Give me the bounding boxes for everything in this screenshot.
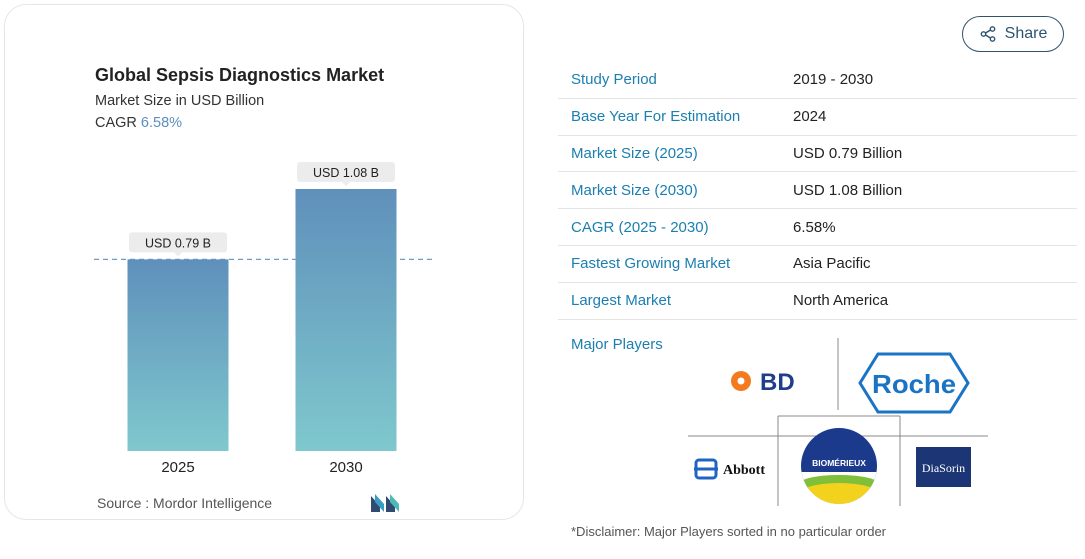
major-players-label: Major Players — [571, 336, 663, 353]
diasorin-logo: DiaSorin — [916, 447, 971, 487]
source-line: Source : Mordor Intelligence — [97, 495, 272, 511]
mordor-logo-icon — [371, 494, 399, 512]
data-label-box — [297, 162, 395, 182]
disclaimer: *Disclaimer: Major Players sorted in no … — [571, 524, 887, 539]
chart-cagr: CAGR 6.58% — [95, 115, 182, 131]
fact-label: Fastest Growing Market — [571, 255, 731, 273]
fact-label: CAGR (2025 - 2030) — [571, 218, 709, 236]
biomerieux-text: BIOMÉRIEUX — [812, 458, 866, 468]
fact-row: Study Period 2019 - 2030 — [558, 62, 1077, 99]
biomerieux-logo: BIOMÉRIEUX — [801, 428, 877, 504]
major-players-logos: BD Roche Abbott BIOMÉRIEUX DiaSorin — [688, 338, 988, 506]
data-label: USD 1.08 B — [313, 166, 379, 180]
bd-logo: BD — [731, 369, 795, 396]
fact-label: Base Year For Estimation — [571, 108, 741, 126]
fact-value: 6.58% — [793, 218, 836, 236]
abbott-logo: Abbott — [694, 458, 765, 480]
share-label: Share — [1004, 25, 1048, 42]
share-button[interactable]: Share — [962, 16, 1064, 52]
chart-card: Global Sepsis Diagnostics Market Market … — [4, 4, 524, 520]
fact-label: Market Size (2030) — [571, 181, 698, 199]
roche-logo: Roche — [858, 352, 970, 414]
x-tick-label: 2025 — [161, 459, 194, 476]
bar — [295, 189, 397, 451]
fact-value: 2019 - 2030 — [793, 71, 874, 89]
diasorin-text: DiaSorin — [922, 461, 965, 475]
fact-value: 2024 — [793, 108, 827, 126]
fact-row: Market Size (2025) USD 0.79 Billion — [558, 136, 1077, 173]
chart-title: Global Sepsis Diagnostics Market — [95, 65, 385, 85]
cagr-value: 6.58% — [140, 115, 183, 131]
roche-text: Roche — [872, 369, 956, 399]
x-tick-label: 2030 — [329, 459, 362, 476]
bar-chart: USD 0.79 B 2025 USD 1.08 B 2030 — [94, 162, 434, 476]
bar — [127, 259, 229, 451]
data-label-pointer — [174, 252, 182, 257]
source-name: Mordor Intelligence — [153, 495, 273, 511]
share-icon — [980, 26, 996, 42]
fact-value: North America — [793, 292, 889, 310]
fact-value: Asia Pacific — [793, 255, 871, 273]
bd-text: BD — [760, 369, 795, 396]
fact-row: Base Year For Estimation 2024 — [558, 99, 1077, 136]
fact-label: Market Size (2025) — [571, 144, 698, 162]
fact-value: USD 0.79 Billion — [793, 144, 903, 162]
fact-row: CAGR (2025 - 2030) 6.58% — [558, 209, 1077, 246]
data-label-box — [129, 232, 227, 253]
fact-row: Largest Market North America — [558, 283, 1077, 320]
data-label-pointer — [342, 182, 350, 186]
fact-label: Study Period — [571, 71, 657, 89]
fact-label: Largest Market — [571, 292, 672, 310]
chart-subtitle: Market Size in USD Billion — [95, 93, 265, 109]
market-facts-table: Study Period 2019 - 2030 Base Year For Est… — [558, 62, 1077, 320]
fact-row: Market Size (2030) USD 1.08 Billion — [558, 172, 1077, 210]
cagr-label: CAGR — [95, 115, 137, 131]
data-label: USD 0.79 B — [145, 236, 211, 250]
source-label: Source : — [97, 495, 150, 511]
abbott-text: Abbott — [723, 463, 765, 478]
fact-value: USD 1.08 Billion — [793, 181, 903, 199]
fact-row: Fastest Growing Market Asia Pacific — [558, 246, 1077, 283]
